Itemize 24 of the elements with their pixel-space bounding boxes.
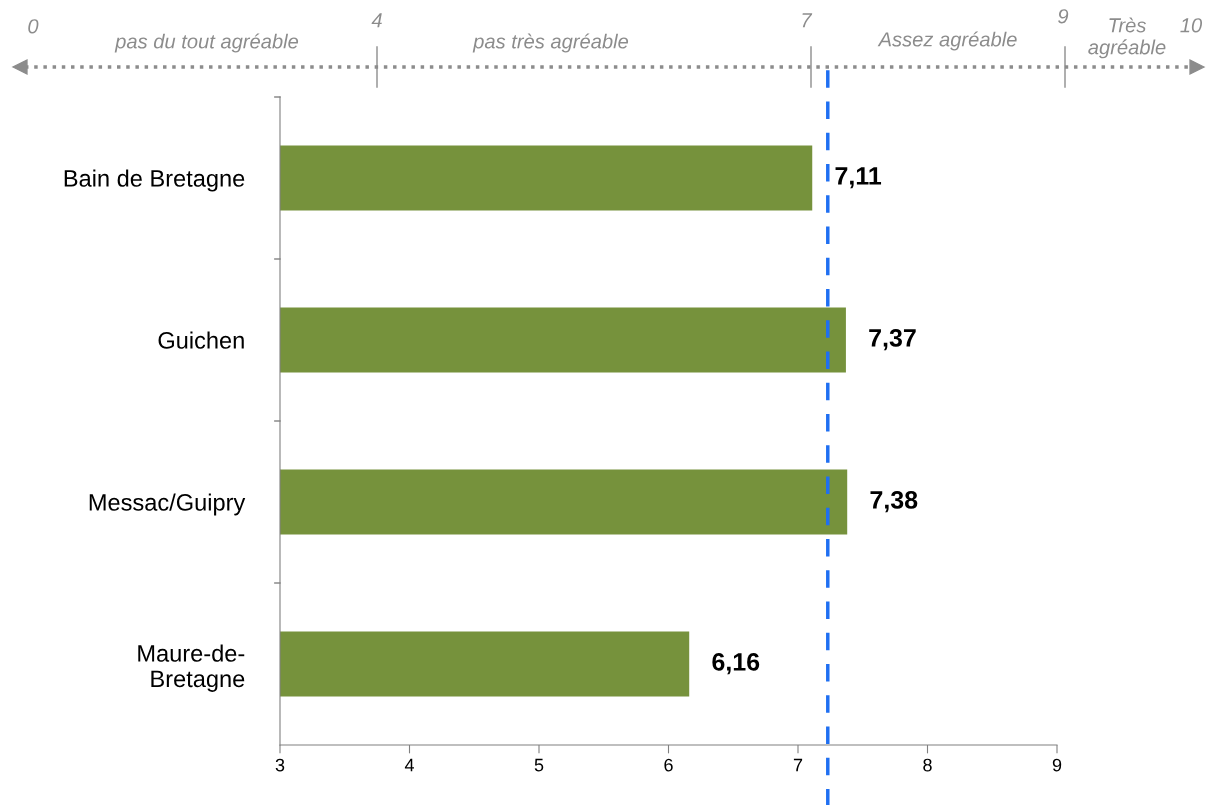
y-tick-label: Bain de Bretagne <box>64 169 245 192</box>
data-label: 6,16 <box>712 653 760 675</box>
text: Assez agréable <box>877 31 1017 51</box>
x-tick-label: 3 <box>275 758 285 772</box>
text: 0 <box>28 19 39 34</box>
data-label: 7,11 <box>835 167 882 189</box>
text: pas très agréable <box>472 33 629 53</box>
y-tick-label: Messac/Guipry <box>89 493 246 516</box>
text: Très agréable <box>1088 17 1166 59</box>
text: 4 <box>371 13 382 28</box>
text: 7 <box>802 13 813 28</box>
x-tick-label: 4 <box>404 758 414 772</box>
x-tick-label: 7 <box>793 758 803 772</box>
x-tick-label: 8 <box>923 758 932 772</box>
x-tick-label: 5 <box>534 758 544 772</box>
text: 9 <box>1058 9 1069 24</box>
y-tick-label: Guichen <box>158 331 244 349</box>
x-tick-label: 6 <box>664 758 673 772</box>
y-tick-label: Maure-de- Bretagne <box>138 644 245 692</box>
text: pas du tout agréable <box>114 33 299 53</box>
data-label: 7,38 <box>870 491 918 513</box>
data-label: 7,37 <box>869 329 916 351</box>
x-tick-label: 9 <box>1052 758 1062 772</box>
text: 10 <box>1180 18 1203 33</box>
